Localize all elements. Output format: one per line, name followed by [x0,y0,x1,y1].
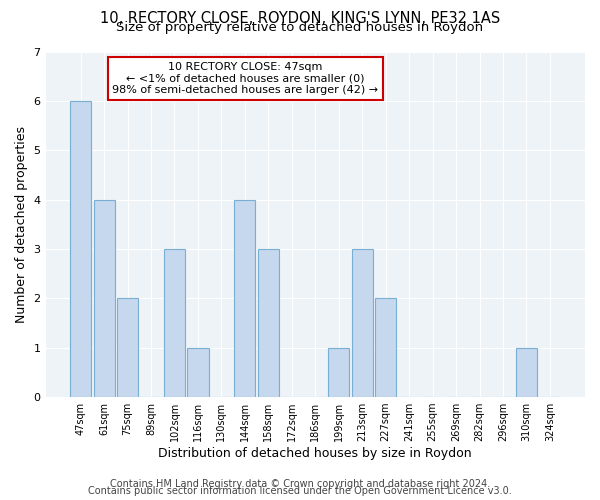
Bar [352,249,373,397]
Bar [117,298,138,397]
Text: Size of property relative to detached houses in Roydon: Size of property relative to detached ho… [116,21,484,34]
Y-axis label: Number of detached properties: Number of detached properties [15,126,28,323]
Bar [70,101,91,397]
Text: Contains public sector information licensed under the Open Government Licence v3: Contains public sector information licen… [88,486,512,496]
Text: 10, RECTORY CLOSE, ROYDON, KING'S LYNN, PE32 1AS: 10, RECTORY CLOSE, ROYDON, KING'S LYNN, … [100,11,500,26]
X-axis label: Distribution of detached houses by size in Roydon: Distribution of detached houses by size … [158,447,472,460]
Bar [258,249,279,397]
Bar [187,348,209,397]
Bar [516,348,537,397]
Text: 10 RECTORY CLOSE: 47sqm
← <1% of detached houses are smaller (0)
98% of semi-det: 10 RECTORY CLOSE: 47sqm ← <1% of detache… [112,62,378,95]
Bar [94,200,115,397]
Bar [164,249,185,397]
Bar [328,348,349,397]
Bar [235,200,256,397]
Bar [375,298,396,397]
Text: Contains HM Land Registry data © Crown copyright and database right 2024.: Contains HM Land Registry data © Crown c… [110,479,490,489]
